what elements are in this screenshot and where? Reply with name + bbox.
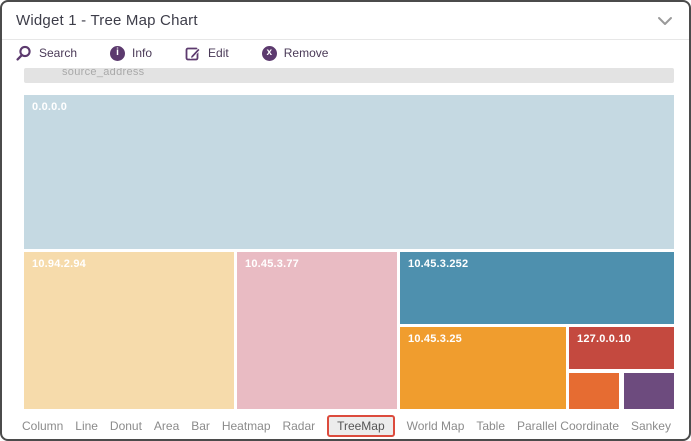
chart-field-label: source_address (62, 68, 145, 78)
chart-field-chip[interactable]: source_address (24, 68, 674, 83)
widget-header: Widget 1 - Tree Map Chart (2, 2, 689, 40)
treemap-node-0-0-0-0[interactable]: 0.0.0.0 (24, 95, 674, 249)
tab-line[interactable]: Line (75, 419, 98, 433)
treemap-node-label: 10.45.3.25 (408, 333, 462, 345)
treemap-node-10-45-3-252[interactable]: 10.45.3.252 (400, 252, 674, 324)
tab-world-map[interactable]: World Map (406, 419, 465, 433)
treemap-node-label: 0.0.0.0 (32, 101, 68, 113)
treemap-node-label: 10.45.3.252 (408, 258, 469, 270)
info-label: Info (132, 46, 153, 60)
treemap-node-10-94-2-94[interactable]: 10.94.2.94 (24, 252, 234, 409)
edit-label: Edit (208, 46, 229, 60)
tab-column[interactable]: Column (22, 419, 64, 433)
remove-button[interactable]: x Remove (261, 45, 329, 61)
treemap-node-127-0-0-10[interactable]: 127.0.0.10 (569, 327, 674, 369)
tab-heatmap[interactable]: Heatmap (221, 419, 271, 433)
treemap-node-label: 10.94.2.94 (32, 258, 86, 270)
tab-bar[interactable]: Bar (191, 419, 210, 433)
tab-sankey[interactable]: Sankey (630, 419, 671, 433)
tab-donut[interactable]: Donut (109, 419, 142, 433)
remove-label: Remove (283, 46, 329, 60)
treemap-chart: 0.0.0.0 10.94.2.94 10.45.3.77 10.45.3.25… (24, 95, 674, 409)
treemap-node-label: 127.0.0.10 (577, 333, 631, 345)
edit-pencil-icon (185, 45, 201, 61)
tab-radar[interactable]: Radar (282, 419, 316, 433)
treemap-node-label: 10.45.3.77 (245, 258, 299, 270)
tab-area[interactable]: Area (153, 419, 180, 433)
search-label: Search (39, 46, 78, 60)
tab-parallel-coordinate[interactable]: Parallel Coordinate (516, 419, 620, 433)
widget-toolbar: Search i Info Edit x Remove (2, 41, 689, 65)
info-button[interactable]: i Info (110, 45, 153, 61)
treemap-node-label (569, 373, 619, 385)
treemap-node-label (624, 373, 674, 385)
chevron-down-icon[interactable] (657, 16, 673, 26)
treemap-node-10-45-3-77[interactable]: 10.45.3.77 (237, 252, 397, 409)
treemap-node-small-1[interactable] (569, 373, 619, 409)
edit-button[interactable]: Edit (185, 45, 229, 61)
search-icon (16, 45, 32, 61)
treemap-node-small-2[interactable] (624, 373, 674, 409)
chart-type-tabbar: Column Line Donut Area Bar Heatmap Radar… (2, 411, 689, 439)
tab-table[interactable]: Table (476, 419, 506, 433)
info-circle-icon: i (110, 45, 126, 61)
search-button[interactable]: Search (16, 45, 77, 61)
remove-circle-icon: x (261, 45, 277, 61)
tab-treemap[interactable]: TreeMap (327, 415, 395, 437)
treemap-node-10-45-3-25[interactable]: 10.45.3.25 (400, 327, 566, 409)
widget-title: Widget 1 - Tree Map Chart (16, 12, 198, 29)
